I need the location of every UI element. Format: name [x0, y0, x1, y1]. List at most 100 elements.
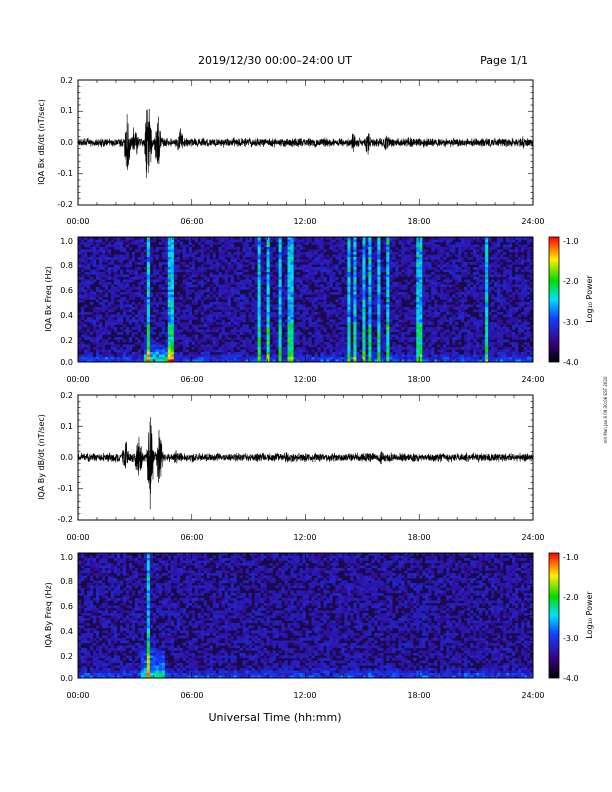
- heatmap-cell: [254, 317, 258, 320]
- heatmap-cell: [104, 342, 109, 345]
- heatmap-cell: [155, 257, 160, 260]
- heatmap-cell: [386, 347, 390, 350]
- heatmap-cell: [335, 352, 339, 355]
- heatmap-cell: [287, 279, 291, 283]
- heatmap-cell: [332, 329, 336, 333]
- heatmap-cell: [233, 307, 237, 310]
- heatmap-cell: [332, 309, 336, 313]
- heatmap-cell: [89, 249, 94, 253]
- heatmap-cell: [245, 247, 249, 250]
- heatmap-cell: [383, 324, 387, 328]
- heatmap-cell: [200, 252, 204, 255]
- heatmap-cell: [119, 347, 124, 350]
- heatmap-cell: [221, 302, 225, 305]
- heatmap-cell: [398, 282, 402, 285]
- heatmap-cell: [320, 252, 324, 255]
- heatmap-cell: [386, 322, 390, 325]
- heatmap-cell: [236, 272, 240, 275]
- heatmap-cell: [272, 334, 276, 338]
- heatmap-cell: [296, 272, 300, 275]
- heatmap-cell: [434, 274, 438, 278]
- heatmap-cell: [221, 307, 225, 310]
- heatmap-cell: [197, 249, 201, 253]
- heatmap-cell: [389, 312, 393, 315]
- heatmap-cell: [257, 322, 261, 325]
- heatmap-cell: [167, 359, 171, 363]
- heatmap-cell: [203, 344, 207, 348]
- heatmap-cell: [335, 287, 339, 290]
- heatmap-cell: [494, 269, 498, 273]
- heatmap-cell: [374, 259, 378, 263]
- heatmap-cell: [347, 329, 351, 333]
- heatmap-cell: [347, 247, 351, 250]
- heatmap-cell: [173, 277, 177, 280]
- heatmap-cell: [170, 312, 174, 315]
- heatmap-cell: [440, 309, 444, 313]
- heatmap-cell: [263, 254, 267, 258]
- heatmap-cell: [470, 304, 474, 308]
- heatmap-cell: [299, 349, 303, 353]
- heatmap-cell: [239, 317, 243, 320]
- heatmap-cell: [251, 327, 255, 330]
- heatmap-cell: [137, 359, 142, 363]
- heatmap-cell: [473, 272, 477, 275]
- heatmap-cell: [338, 359, 342, 363]
- heatmap-cell: [482, 357, 486, 360]
- heatmap-cell: [485, 247, 489, 250]
- heatmap-cell: [377, 347, 381, 350]
- heatmap-cell: [494, 299, 498, 303]
- heatmap-cell: [407, 239, 411, 243]
- heatmap-cell: [86, 347, 91, 350]
- heatmap-cell: [464, 357, 468, 360]
- heatmap-cell: [161, 359, 166, 363]
- heatmap-cell: [338, 297, 342, 300]
- heatmap-cell: [224, 277, 228, 280]
- heatmap-cell: [248, 354, 252, 358]
- heatmap-cell: [446, 262, 450, 265]
- heatmap-cell: [323, 349, 327, 353]
- heatmap-cell: [359, 262, 363, 265]
- heatmap-cell: [248, 349, 252, 353]
- heatmap-cell: [473, 334, 477, 338]
- heatmap-cell: [314, 312, 318, 315]
- heatmap-cell: [278, 302, 282, 305]
- heatmap-cell: [362, 352, 366, 355]
- heatmap-cell: [416, 314, 420, 318]
- heatmap-cell: [209, 284, 213, 288]
- heatmap-cell: [416, 262, 420, 265]
- heatmap-cell: [437, 312, 441, 315]
- heatmap-cell: [128, 307, 133, 310]
- heatmap-cell: [182, 357, 186, 360]
- heatmap-cell: [290, 357, 294, 360]
- heatmap-cell: [395, 354, 399, 358]
- heatmap-cell: [377, 242, 381, 245]
- heatmap-cell: [98, 334, 103, 338]
- heatmap-cell: [359, 307, 363, 310]
- heatmap-cell: [80, 287, 85, 290]
- heatmap-cell: [473, 332, 477, 335]
- heatmap-cell: [218, 294, 222, 298]
- heatmap-cell: [500, 322, 504, 325]
- heatmap-cell: [116, 304, 121, 308]
- heatmap-cell: [347, 359, 351, 363]
- heatmap-cell: [332, 239, 336, 243]
- heatmap-cell: [497, 312, 501, 315]
- heatmap-cell: [485, 352, 489, 355]
- heatmap-cell: [164, 344, 168, 348]
- heatmap-cell: [470, 359, 474, 363]
- heatmap-cell: [182, 274, 186, 278]
- heatmap-cell: [278, 334, 282, 338]
- heatmap-cell: [176, 267, 180, 270]
- heatmap-cell: [161, 322, 166, 325]
- heatmap-cell: [320, 344, 324, 348]
- heatmap-cell: [389, 239, 393, 243]
- heatmap-cell: [260, 322, 264, 325]
- heatmap-cell: [278, 294, 282, 298]
- heatmap-cell: [137, 339, 142, 343]
- heatmap-cell: [347, 264, 351, 268]
- heatmap-cell: [428, 267, 432, 270]
- heatmap-cell: [473, 352, 477, 355]
- heatmap-cell: [236, 247, 240, 250]
- heatmap-cell: [356, 342, 360, 345]
- heatmap-cell: [230, 289, 234, 293]
